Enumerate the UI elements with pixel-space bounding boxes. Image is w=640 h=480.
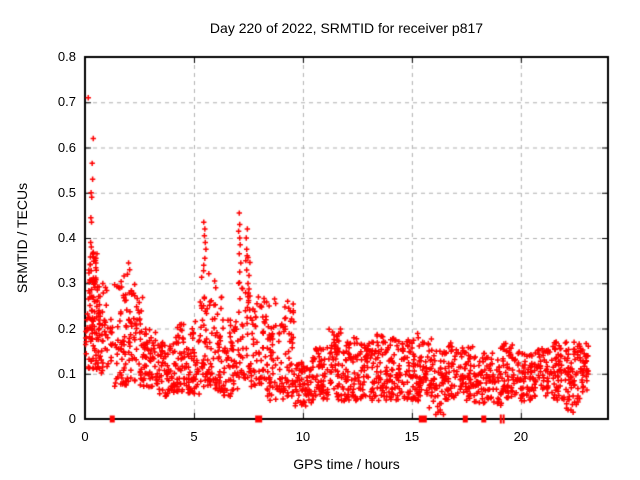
x-tick-label: 0 — [81, 429, 89, 444]
y-tick-label: 0.6 — [57, 139, 76, 155]
y-tick-label: 0 — [68, 411, 76, 426]
y-tick-label: 0.1 — [57, 365, 76, 381]
y-tick-label: 0.4 — [57, 230, 76, 245]
y-tick-label: 0.8 — [57, 49, 76, 64]
x-tick-label: 15 — [404, 429, 420, 444]
chart-title: Day 220 of 2022, SRMTID for receiver p81… — [209, 20, 484, 36]
x-tick-label: 5 — [190, 429, 198, 444]
x-tick-label: 10 — [295, 429, 311, 444]
x-axis-label: GPS time / hours — [293, 456, 400, 472]
y-tick-label: 0.7 — [57, 94, 76, 110]
y-tick-label: 0.5 — [57, 184, 76, 200]
y-tick-label: 0.2 — [57, 320, 76, 336]
x-tick-label: 20 — [513, 429, 529, 444]
y-tick-label: 0.3 — [57, 275, 76, 291]
